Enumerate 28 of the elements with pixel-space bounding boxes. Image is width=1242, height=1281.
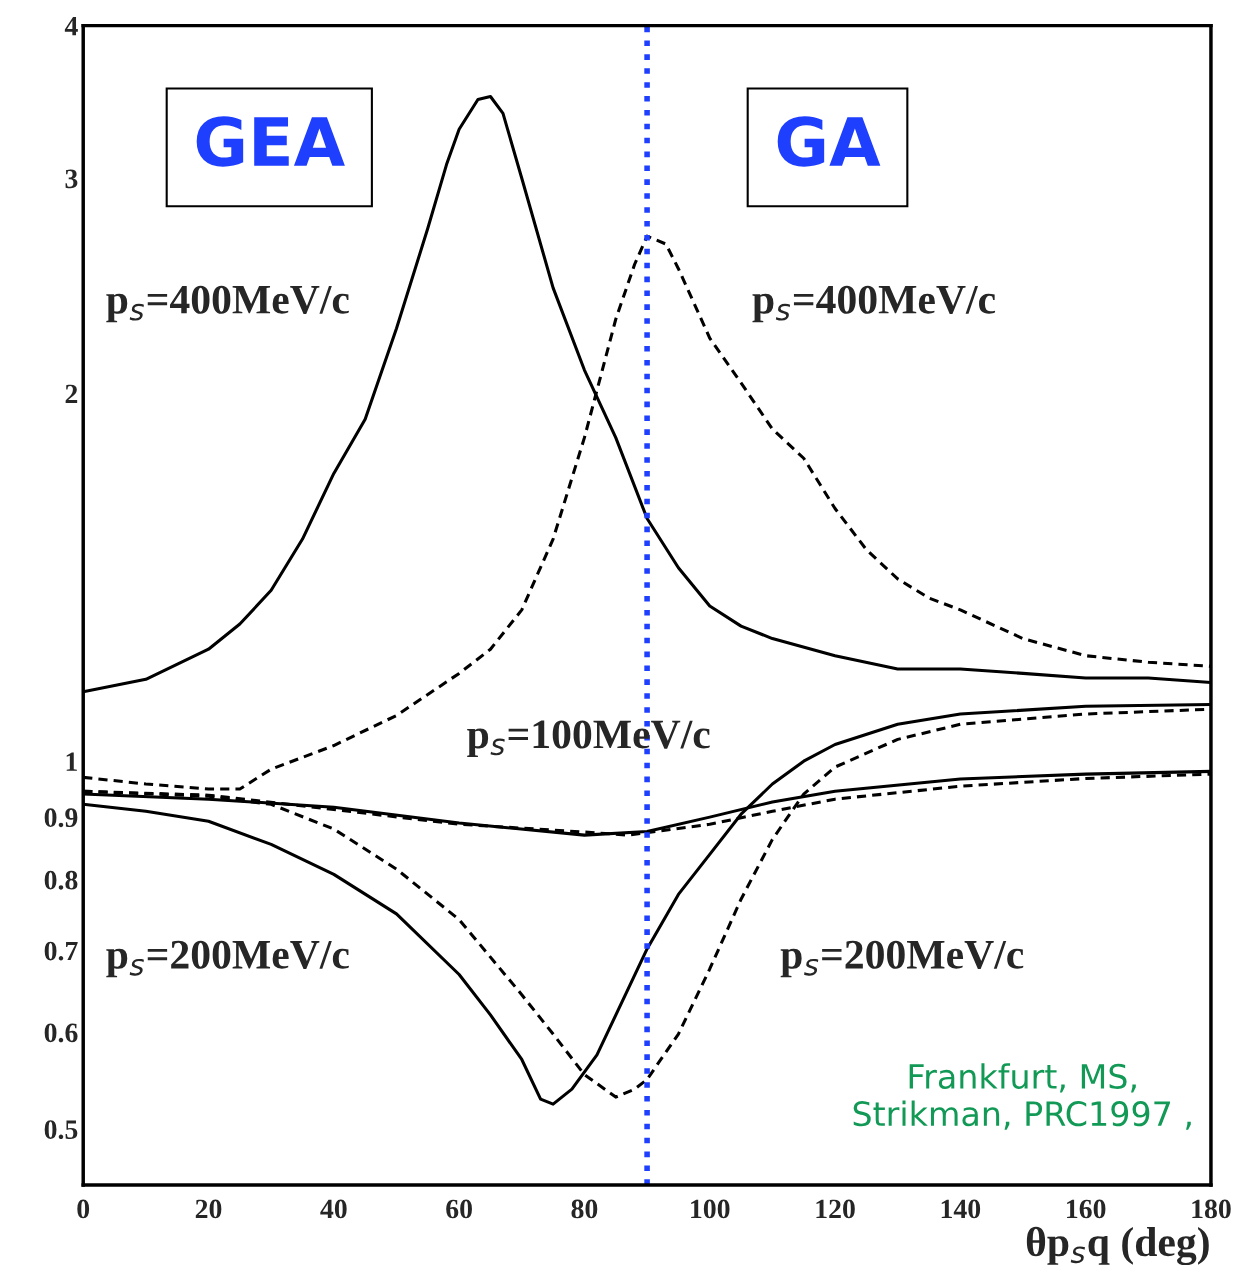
y-tick-label: 1 xyxy=(66,752,77,771)
annotation: p$_{s}$=200MeV/c xyxy=(106,940,349,978)
x-tick-label: 120 xyxy=(816,1199,855,1219)
x-tick-label: 100 xyxy=(691,1199,730,1219)
x-tick-label: 140 xyxy=(941,1199,981,1219)
x-tick-label: 60 xyxy=(446,1199,472,1219)
y-tick-label: 3 xyxy=(65,169,78,189)
x-axis-title: θp$_{s}$q (deg) xyxy=(1026,1226,1209,1266)
y-tick-label: 2 xyxy=(65,384,78,404)
x-tick-label: 40 xyxy=(320,1199,347,1219)
x-tick-label: 180 xyxy=(1192,1199,1231,1219)
annotation: GEA xyxy=(196,116,345,167)
y-tick-label: 0.9 xyxy=(44,808,78,828)
annotation: GA xyxy=(777,116,881,167)
annotation: p$_{s}$=200MeV/c xyxy=(780,940,1024,978)
x-tick-label: 80 xyxy=(571,1199,598,1219)
annotation: Frankfurt, MS, Strikman, PRC1997 , xyxy=(853,1063,1191,1130)
y-tick-label: 4 xyxy=(64,16,78,36)
annotation: p$_{s}$=400MeV/c xyxy=(752,285,996,323)
x-tick-label: 20 xyxy=(195,1199,222,1219)
y-tick-label: 0.5 xyxy=(44,1120,78,1140)
x-tick-label: 160 xyxy=(1067,1199,1106,1219)
annotation: p$_{s}$=400MeV/c xyxy=(106,285,349,323)
y-tick-label: 0.6 xyxy=(44,1023,78,1043)
annotation: p$_{s}$=100MeV/c xyxy=(467,720,710,757)
y-tick-label: 0.8 xyxy=(44,870,78,890)
x-tick-label: 0 xyxy=(77,1199,90,1219)
y-tick-label: 0.7 xyxy=(44,941,78,961)
